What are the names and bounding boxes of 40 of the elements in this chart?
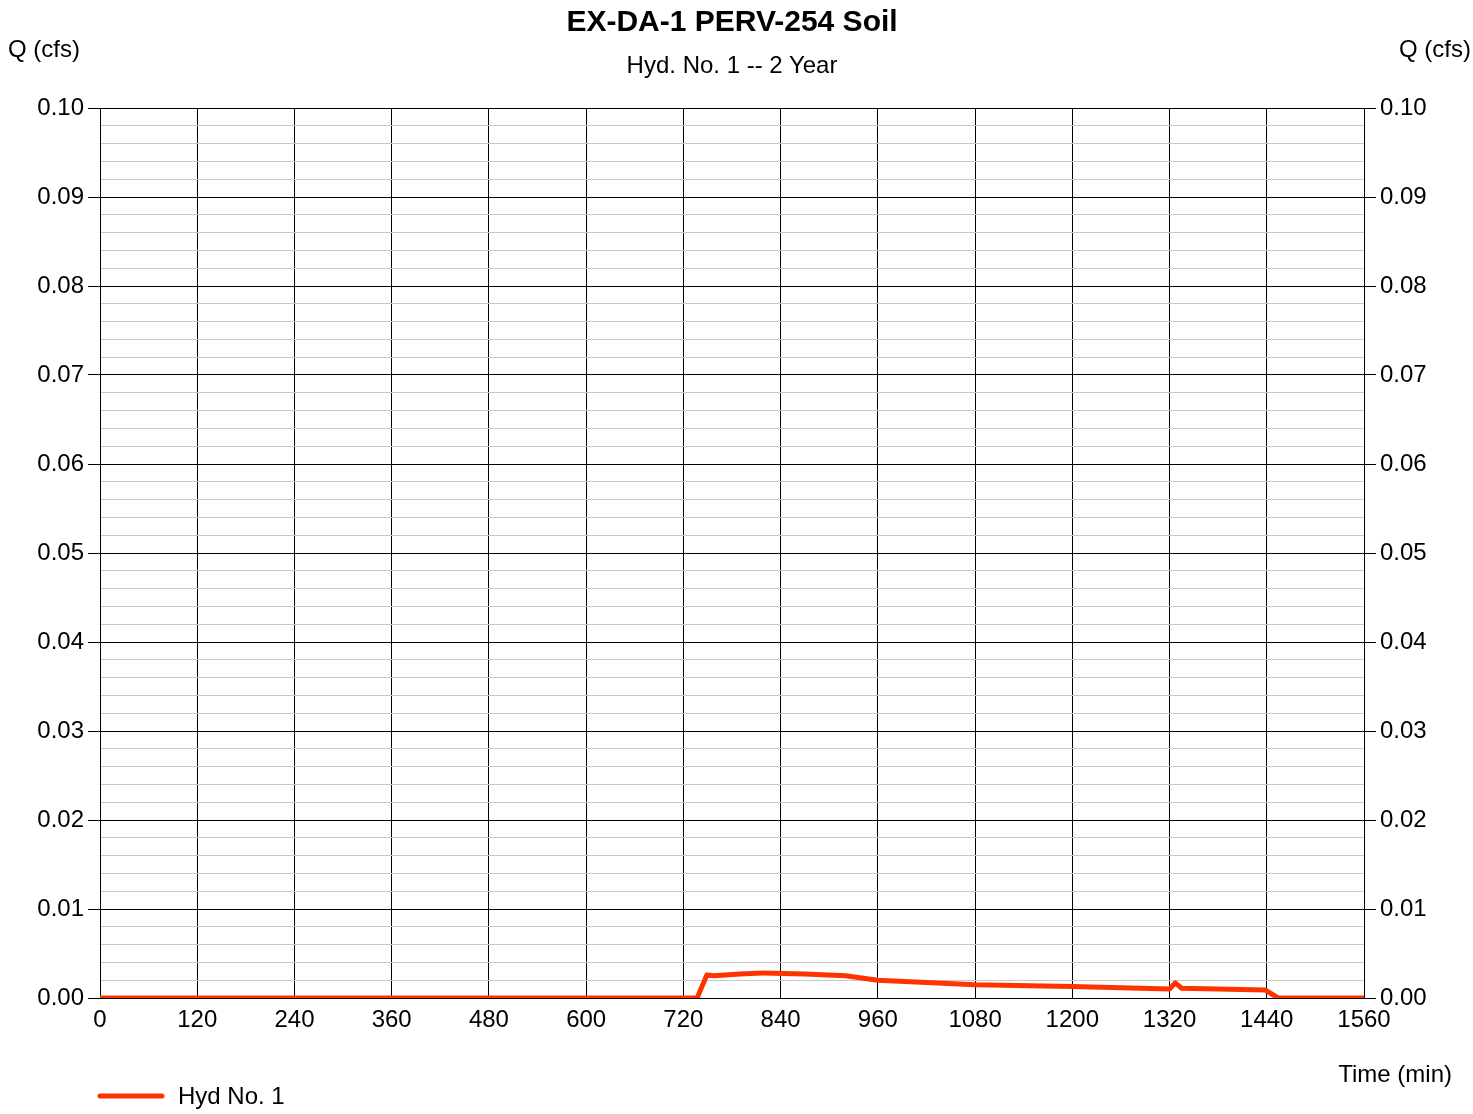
- y-tick-label: 0.06: [37, 448, 84, 476]
- x-axis-title: Time (min): [1338, 1060, 1452, 1087]
- x-tick-label: 1320: [1142, 1005, 1197, 1033]
- y2-tick-label: 0.04: [1380, 626, 1427, 654]
- y-tick-label: 0.03: [37, 715, 84, 743]
- x-tick-label: 1080: [948, 1005, 1002, 1033]
- x-tick-label: 720: [663, 1005, 704, 1033]
- x-tick-label: 600: [566, 1005, 607, 1033]
- y2-tick-label: 0.07: [1380, 359, 1427, 387]
- y2-tick-label: 0.06: [1380, 448, 1427, 476]
- y2-tick-label: 0.05: [1380, 537, 1427, 565]
- y-tick-label: 0.01: [37, 893, 84, 921]
- x-tick-label: 0: [93, 1005, 107, 1033]
- y2-tick-label: 0.10: [1380, 92, 1427, 120]
- y-tick-label: 0.02: [37, 804, 84, 832]
- chart-subtitle: Hyd. No. 1 -- 2 Year: [626, 51, 838, 78]
- x-tick-label: 1200: [1045, 1005, 1099, 1033]
- y2-axis-title: Q (cfs): [1399, 35, 1471, 62]
- x-tick-label: 840: [760, 1005, 801, 1033]
- y-axis-title: Q (cfs): [8, 35, 80, 62]
- y-tick-label: 0.07: [37, 359, 84, 387]
- y-tick-label: 0.08: [37, 270, 84, 298]
- x-tick-label: 960: [857, 1005, 898, 1033]
- y2-tick-label: 0.08: [1380, 270, 1427, 298]
- x-tick-label: 240: [274, 1005, 315, 1033]
- y2-tick-label: 0.01: [1380, 893, 1427, 921]
- legend-label: Hyd No. 1: [178, 1081, 285, 1109]
- y2-tick-label: 0.02: [1380, 804, 1427, 832]
- y-tick-label: 0.00: [37, 982, 84, 1010]
- x-tick-label: 1440: [1240, 1005, 1294, 1033]
- y2-tick-label: 0.03: [1380, 715, 1427, 743]
- y-tick-label: 0.09: [37, 181, 84, 209]
- y-tick-label: 0.04: [37, 626, 84, 654]
- x-tick-label: 360: [371, 1005, 412, 1033]
- x-tick-label: 480: [468, 1005, 509, 1033]
- x-tick-label: 120: [177, 1005, 218, 1033]
- y-tick-label: 0.10: [37, 92, 84, 120]
- y2-tick-label: 0.09: [1380, 181, 1427, 209]
- chart-title: EX-DA-1 PERV-254 Soil: [566, 4, 898, 37]
- y-tick-label: 0.05: [37, 537, 84, 565]
